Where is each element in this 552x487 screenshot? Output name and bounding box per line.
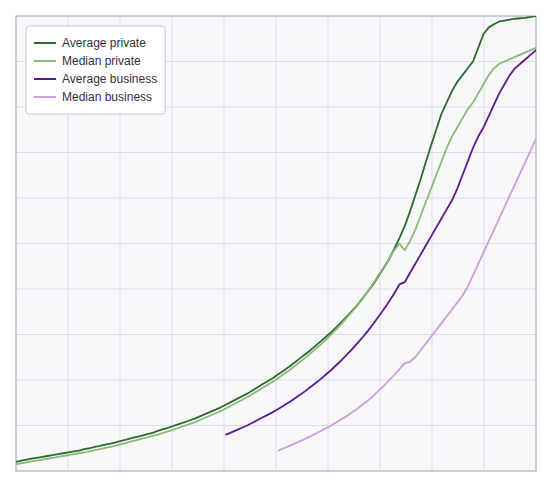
plot-frame — [16, 16, 536, 471]
grid-line-y — [16, 243, 536, 244]
grid-line-y — [16, 152, 536, 153]
legend-swatch — [34, 78, 56, 80]
series-group — [16, 16, 536, 464]
legend-swatch — [34, 60, 56, 62]
legend-label: Average business — [62, 72, 157, 86]
grid-line-y — [16, 198, 536, 199]
grid — [16, 16, 536, 471]
grid-line-y — [16, 289, 536, 290]
legend-swatch — [34, 42, 56, 44]
legend-label: Median business — [62, 90, 152, 104]
legend: Average private Median private Average bus… — [26, 26, 165, 114]
chart: Average private Median private Average bus… — [0, 0, 552, 487]
legend-label: Average private — [62, 36, 146, 50]
legend-label: Median private — [62, 54, 141, 68]
legend-swatch — [34, 96, 56, 98]
series-line — [279, 139, 536, 451]
plot-area — [16, 16, 536, 471]
grid-line-y — [16, 334, 536, 335]
series-line — [16, 16, 536, 462]
grid-line-y — [16, 425, 536, 426]
series-line — [226, 50, 536, 434]
legend-box — [26, 26, 165, 114]
